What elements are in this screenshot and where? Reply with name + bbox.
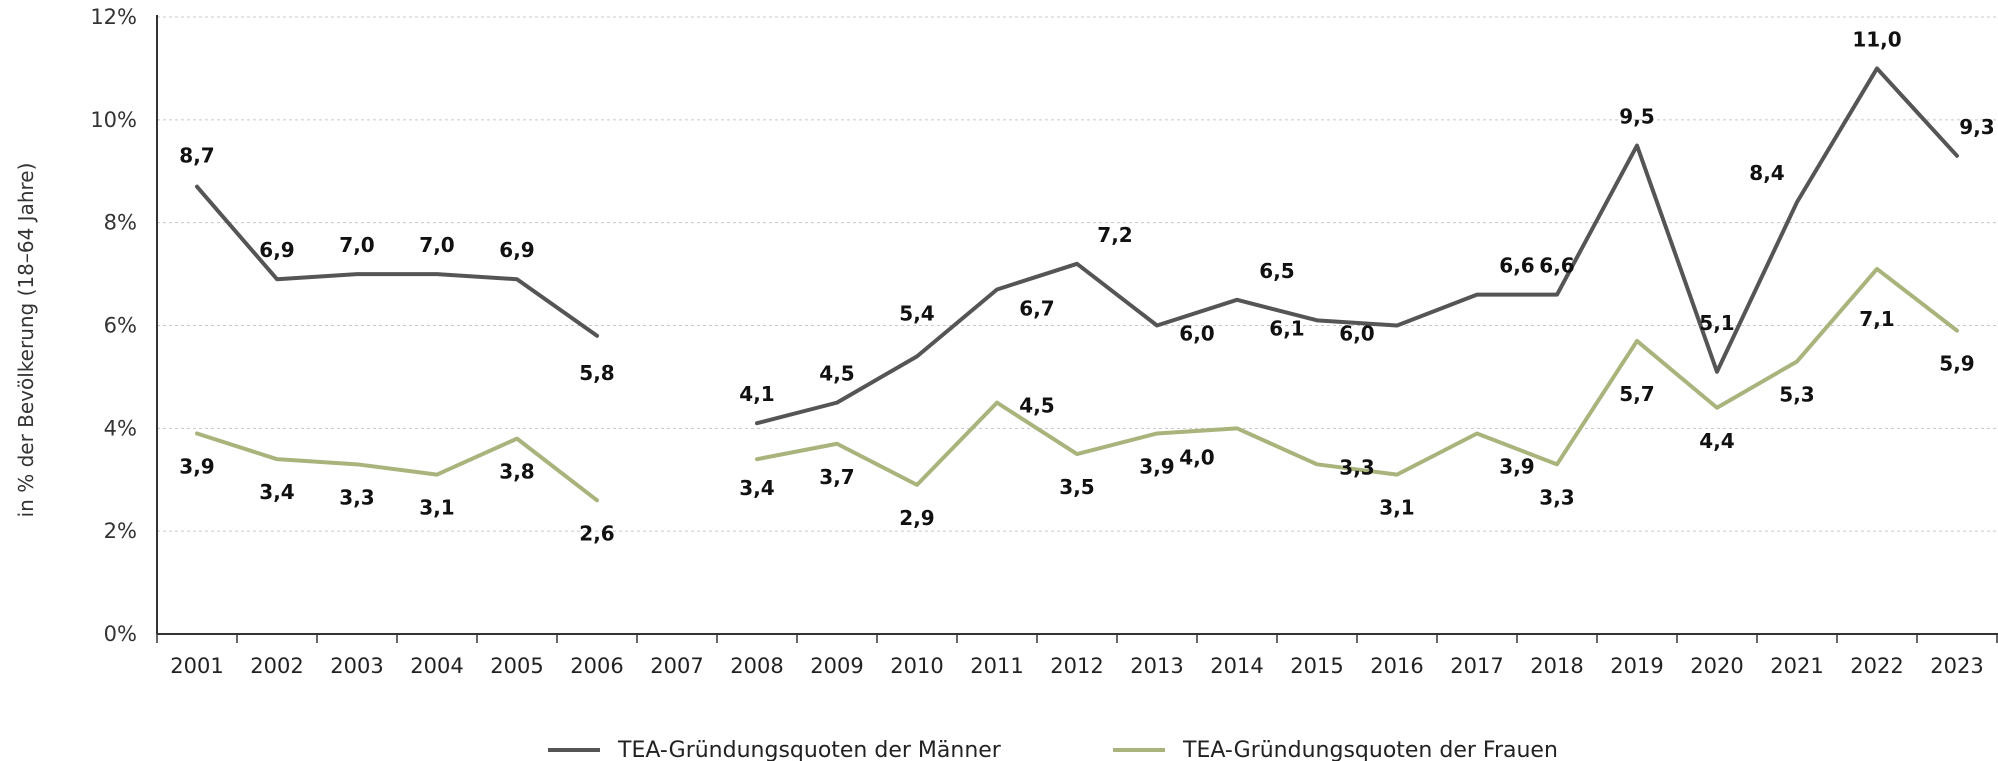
data-label-frauen: 3,9 bbox=[1499, 454, 1534, 478]
data-label-frauen: 3,1 bbox=[419, 496, 454, 520]
data-label-maenner: 6,6 bbox=[1499, 254, 1534, 278]
data-label-frauen: 3,1 bbox=[1379, 496, 1414, 520]
x-tick-label: 2012 bbox=[1050, 654, 1103, 678]
x-tick-label: 2005 bbox=[490, 654, 543, 678]
y-axis-label: in % der Bevölkerung (18–64 Jahre) bbox=[14, 163, 38, 518]
x-tick-label: 2004 bbox=[410, 654, 463, 678]
data-label-frauen: 3,3 bbox=[1339, 455, 1374, 479]
data-label-maenner: 5,4 bbox=[899, 301, 934, 325]
x-tick-label: 2003 bbox=[330, 654, 383, 678]
series-line-frauen bbox=[755, 266, 1959, 487]
data-label-frauen: 2,6 bbox=[579, 521, 614, 545]
data-label-maenner: 8,7 bbox=[179, 144, 214, 168]
y-axis-ticks: 0% 2% 4% 6% 8% 10% 12% bbox=[90, 5, 137, 646]
x-tick-label: 2010 bbox=[890, 654, 943, 678]
x-tick-label: 2006 bbox=[570, 654, 623, 678]
data-label-frauen: 4,5 bbox=[1019, 394, 1054, 418]
data-label-maenner: 7,0 bbox=[419, 233, 454, 257]
data-label-maenner: 6,1 bbox=[1269, 316, 1304, 340]
data-label-frauen: 3,9 bbox=[179, 454, 214, 478]
data-label-maenner: 4,5 bbox=[819, 362, 854, 386]
data-label-maenner: 7,2 bbox=[1097, 223, 1132, 247]
x-tick-label: 2013 bbox=[1130, 654, 1183, 678]
data-label-maenner: 6,9 bbox=[499, 238, 534, 262]
data-label-frauen: 3,5 bbox=[1059, 475, 1094, 499]
y-tick-label: 8% bbox=[104, 211, 137, 235]
data-label-frauen: 5,3 bbox=[1779, 382, 1814, 406]
series-line-maenner bbox=[195, 184, 599, 338]
x-tick-label: 2023 bbox=[1930, 654, 1983, 678]
data-label-frauen: 3,9 bbox=[1139, 454, 1174, 478]
x-tick-label: 2011 bbox=[970, 654, 1023, 678]
data-label-frauen: 3,3 bbox=[339, 485, 374, 509]
data-label-maenner: 6,7 bbox=[1019, 297, 1054, 321]
y-tick-label: 4% bbox=[104, 416, 137, 440]
x-tick-label: 2009 bbox=[810, 654, 863, 678]
x-tick-label: 2002 bbox=[250, 654, 303, 678]
x-tick-label: 2014 bbox=[1210, 654, 1263, 678]
data-label-maenner: 5,8 bbox=[579, 361, 614, 385]
x-tick-label: 2017 bbox=[1450, 654, 1503, 678]
data-label-maenner: 7,0 bbox=[339, 233, 374, 257]
data-label-maenner: 6,5 bbox=[1259, 259, 1294, 283]
data-label-frauen: 5,9 bbox=[1939, 352, 1974, 376]
y-tick-label: 2% bbox=[104, 519, 137, 543]
data-label-maenner: 5,1 bbox=[1699, 311, 1734, 335]
data-label-frauen: 3,4 bbox=[739, 476, 774, 500]
y-tick-label: 0% bbox=[104, 622, 137, 646]
x-tick-label: 2022 bbox=[1850, 654, 1903, 678]
x-axis-ticks: 2001 2002 2003 2004 2005 2006 2007 2008 2009 2010… bbox=[156, 634, 1998, 678]
data-label-frauen: 5,7 bbox=[1619, 382, 1654, 406]
x-tick-label: 2015 bbox=[1290, 654, 1343, 678]
x-tick-label: 2007 bbox=[650, 654, 703, 678]
x-tick-label: 2019 bbox=[1610, 654, 1663, 678]
data-label-maenner: 6,6 bbox=[1539, 254, 1574, 278]
data-label-maenner: 4,1 bbox=[739, 382, 774, 406]
data-label-maenner: 6,0 bbox=[1179, 322, 1214, 346]
data-label-frauen: 4,4 bbox=[1699, 429, 1734, 453]
data-label-maenner: 6,0 bbox=[1339, 322, 1374, 346]
x-tick-label: 2018 bbox=[1530, 654, 1583, 678]
legend-label-frauen: TEA-Gründungsquoten der Frauen bbox=[1182, 738, 1558, 761]
data-label-maenner: 6,9 bbox=[259, 238, 294, 262]
data-label-frauen: 3,3 bbox=[1539, 485, 1574, 509]
data-label-frauen: 3,4 bbox=[259, 480, 294, 504]
x-tick-label: 2008 bbox=[730, 654, 783, 678]
data-label-maenner: 9,3 bbox=[1959, 115, 1994, 139]
data-label-frauen: 3,8 bbox=[499, 460, 534, 484]
data-label-frauen: 2,9 bbox=[899, 506, 934, 530]
data-label-frauen: 3,7 bbox=[819, 465, 854, 489]
series-line-frauen bbox=[195, 431, 599, 503]
data-label-frauen: 4,0 bbox=[1179, 445, 1214, 469]
grid-lines bbox=[157, 16, 1998, 532]
data-label-maenner: 11,0 bbox=[1852, 27, 1901, 51]
series-line-maenner bbox=[755, 66, 1959, 426]
x-tick-label: 2001 bbox=[170, 654, 223, 678]
data-label-maenner: 9,5 bbox=[1619, 105, 1654, 129]
data-label-frauen: 7,1 bbox=[1859, 307, 1894, 331]
x-tick-label: 2016 bbox=[1370, 654, 1423, 678]
legend: TEA-Gründungsquoten der Männer TEA-Gründ… bbox=[548, 738, 1558, 761]
data-label-maenner: 8,4 bbox=[1749, 161, 1784, 185]
data-labels: 8,7 6,9 7,0 7,0 6,9 5,8 4,1 4,5 5,4 6,7 7,2 6,0 6,5 6… bbox=[179, 27, 1994, 545]
x-tick-label: 2021 bbox=[1770, 654, 1823, 678]
legend-label-maenner: TEA-Gründungsquoten der Männer bbox=[617, 738, 1002, 761]
y-tick-label: 12% bbox=[90, 5, 137, 29]
x-tick-label: 2020 bbox=[1690, 654, 1743, 678]
y-tick-label: 10% bbox=[90, 108, 137, 132]
y-tick-label: 6% bbox=[104, 314, 137, 338]
series-lines bbox=[195, 66, 1959, 503]
